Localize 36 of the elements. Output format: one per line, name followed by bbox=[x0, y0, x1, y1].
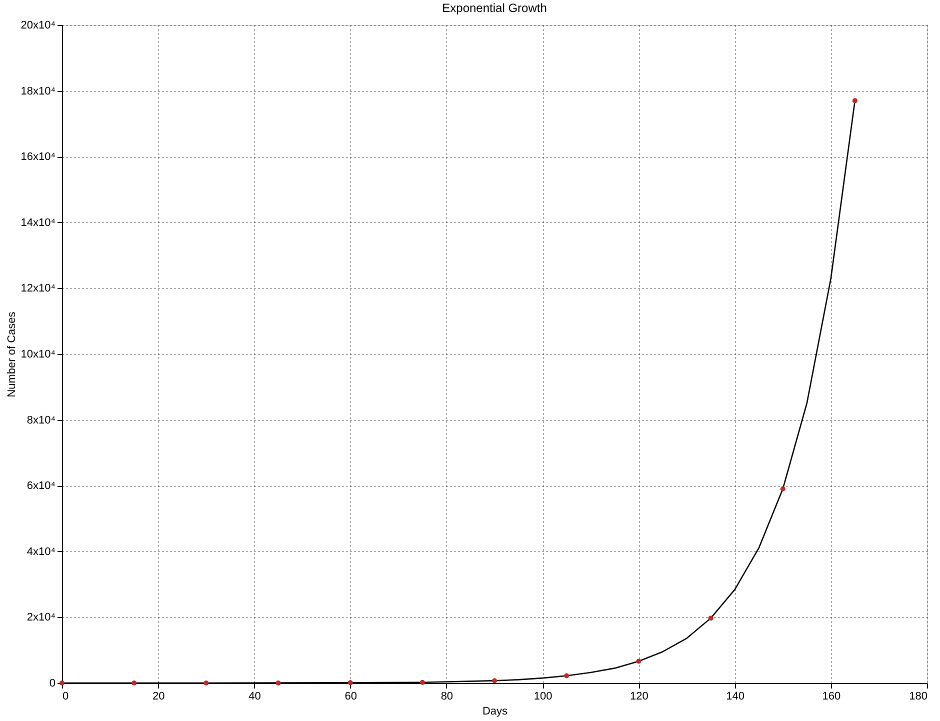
chart-title: Exponential Growth bbox=[442, 1, 547, 15]
y-tick-label: 0 bbox=[49, 678, 56, 690]
x-tick-label: 100 bbox=[534, 690, 552, 702]
point bbox=[420, 680, 425, 685]
point bbox=[204, 680, 209, 686]
y-tick-label: 16x10⁴ bbox=[20, 151, 56, 164]
point bbox=[636, 658, 642, 664]
y-tick-label: 2x10⁴ bbox=[26, 612, 56, 624]
point bbox=[60, 680, 64, 686]
x-tick-label: 40 bbox=[248, 690, 261, 702]
point bbox=[708, 616, 714, 621]
point bbox=[492, 678, 497, 684]
point bbox=[780, 486, 786, 492]
x-axis-title: Days bbox=[482, 706, 508, 718]
x-tick-label: 180 bbox=[909, 690, 928, 702]
point bbox=[852, 98, 858, 104]
y-tick-label: 20x10⁴ bbox=[20, 20, 56, 32]
point bbox=[276, 680, 281, 686]
y-axis-title: Number of Cases bbox=[6, 311, 18, 398]
point bbox=[132, 680, 137, 686]
x-tick-label: 20 bbox=[152, 690, 165, 702]
y-tick-label: 18x10⁴ bbox=[20, 85, 56, 98]
y-tick-label: 14x10⁴ bbox=[20, 216, 56, 229]
x-tick-label: 80 bbox=[440, 690, 454, 702]
y-tick-label: 8x10⁴ bbox=[26, 414, 56, 426]
y-tick-label: 12x10⁴ bbox=[20, 282, 56, 295]
y-tick-label: 6x10⁴ bbox=[26, 480, 56, 492]
x-tick-label: 0 bbox=[62, 690, 69, 702]
x-tick-label: 140 bbox=[726, 690, 744, 702]
x-tick-label: 120 bbox=[630, 690, 648, 702]
y-tick-label: 10x10⁴ bbox=[20, 348, 56, 360]
x-tick-label: 160 bbox=[822, 690, 841, 702]
x-tick-label: 60 bbox=[344, 690, 357, 702]
y-tick-label: 4x10⁴ bbox=[26, 546, 56, 558]
point bbox=[564, 673, 570, 678]
point bbox=[348, 680, 353, 686]
